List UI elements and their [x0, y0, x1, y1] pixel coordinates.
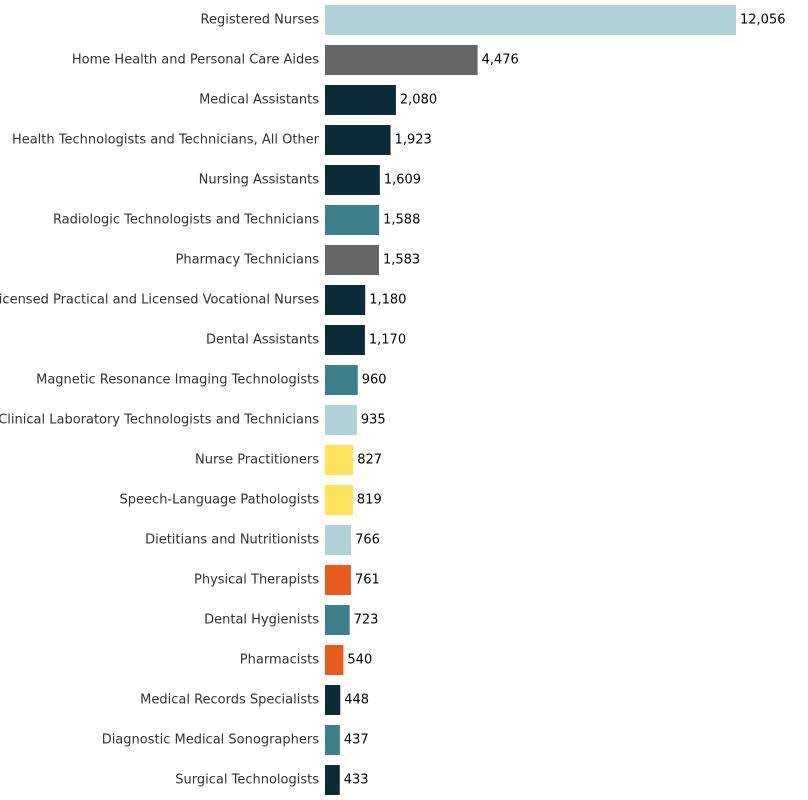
value-label: 1,588	[383, 213, 420, 228]
value-label: 1,583	[383, 253, 420, 268]
bar-20[interactable]	[325, 765, 340, 795]
value-label: 437	[344, 733, 369, 748]
category-label: Home Health and Personal Care Aides	[72, 53, 319, 68]
category-label: Dental Assistants	[206, 333, 319, 348]
value-label: 960	[362, 373, 387, 388]
category-label: Medical Records Specialists	[140, 693, 319, 708]
bar-8[interactable]	[325, 285, 366, 315]
bar-3[interactable]	[325, 85, 396, 115]
value-label: 12,056	[740, 13, 786, 28]
bar-12[interactable]	[325, 445, 354, 475]
category-label: Medical Assistants	[199, 93, 319, 108]
category-label: Physical Therapists	[194, 573, 319, 588]
bar-15[interactable]	[325, 565, 351, 595]
bar-17[interactable]	[325, 645, 344, 675]
value-label: 935	[361, 413, 386, 428]
category-label: Nurse Practitioners	[195, 453, 319, 468]
bar-7[interactable]	[325, 245, 379, 275]
category-label: Magnetic Resonance Imaging Technologists	[36, 373, 319, 388]
value-label: 723	[354, 613, 379, 628]
category-label: Speech-Language Pathologists	[120, 493, 320, 508]
bar-18[interactable]	[325, 685, 341, 715]
value-label: 1,170	[369, 333, 406, 348]
bars-layer	[325, 5, 736, 795]
category-label: Clinical Laboratory Technologists and Te…	[0, 413, 319, 428]
bar-5[interactable]	[325, 165, 380, 195]
bar-19[interactable]	[325, 725, 340, 755]
value-label: 2,080	[400, 93, 437, 108]
category-label: Dietitians and Nutritionists	[145, 533, 319, 548]
value-label: 433	[344, 773, 369, 788]
category-label: Health Technologists and Technicians, Al…	[12, 133, 320, 148]
category-label: Nursing Assistants	[199, 173, 320, 188]
value-label: 1,180	[369, 293, 406, 308]
value-label: 766	[355, 533, 380, 548]
category-label: Pharmacy Technicians	[176, 253, 320, 268]
value-label: 448	[344, 693, 369, 708]
bar-16[interactable]	[325, 605, 350, 635]
category-label: Radiologic Technologists and Technicians	[53, 213, 319, 228]
value-label: 540	[347, 653, 372, 668]
bar-11[interactable]	[325, 405, 357, 435]
value-label: 827	[357, 453, 382, 468]
category-label: Diagnostic Medical Sonographers	[102, 733, 320, 748]
bar-1[interactable]	[325, 5, 736, 35]
category-label: Pharmacists	[240, 653, 319, 668]
category-label: Registered Nurses	[201, 13, 320, 28]
bar-6[interactable]	[325, 205, 380, 235]
bar-4[interactable]	[325, 125, 391, 155]
category-label: Licensed Practical and Licensed Vocation…	[0, 293, 319, 308]
bar-13[interactable]	[325, 485, 353, 515]
bar-2[interactable]	[325, 45, 478, 75]
value-label: 1,609	[384, 173, 421, 188]
value-label: 1,923	[395, 133, 432, 148]
bar-10[interactable]	[325, 365, 358, 395]
bar-9[interactable]	[325, 325, 365, 355]
category-label: Surgical Technologists	[175, 773, 319, 788]
value-labels: 12,056 4,476 2,080 1,923 1,609 1,588 1,583 1,18…	[344, 13, 786, 788]
value-label: 819	[357, 493, 382, 508]
category-label: Dental Hygienists	[204, 613, 319, 628]
value-label: 761	[355, 573, 380, 588]
category-labels: Registered Nurses Home Health and Persona…	[0, 13, 320, 788]
bar-14[interactable]	[325, 525, 352, 555]
value-label: 4,476	[482, 53, 519, 68]
